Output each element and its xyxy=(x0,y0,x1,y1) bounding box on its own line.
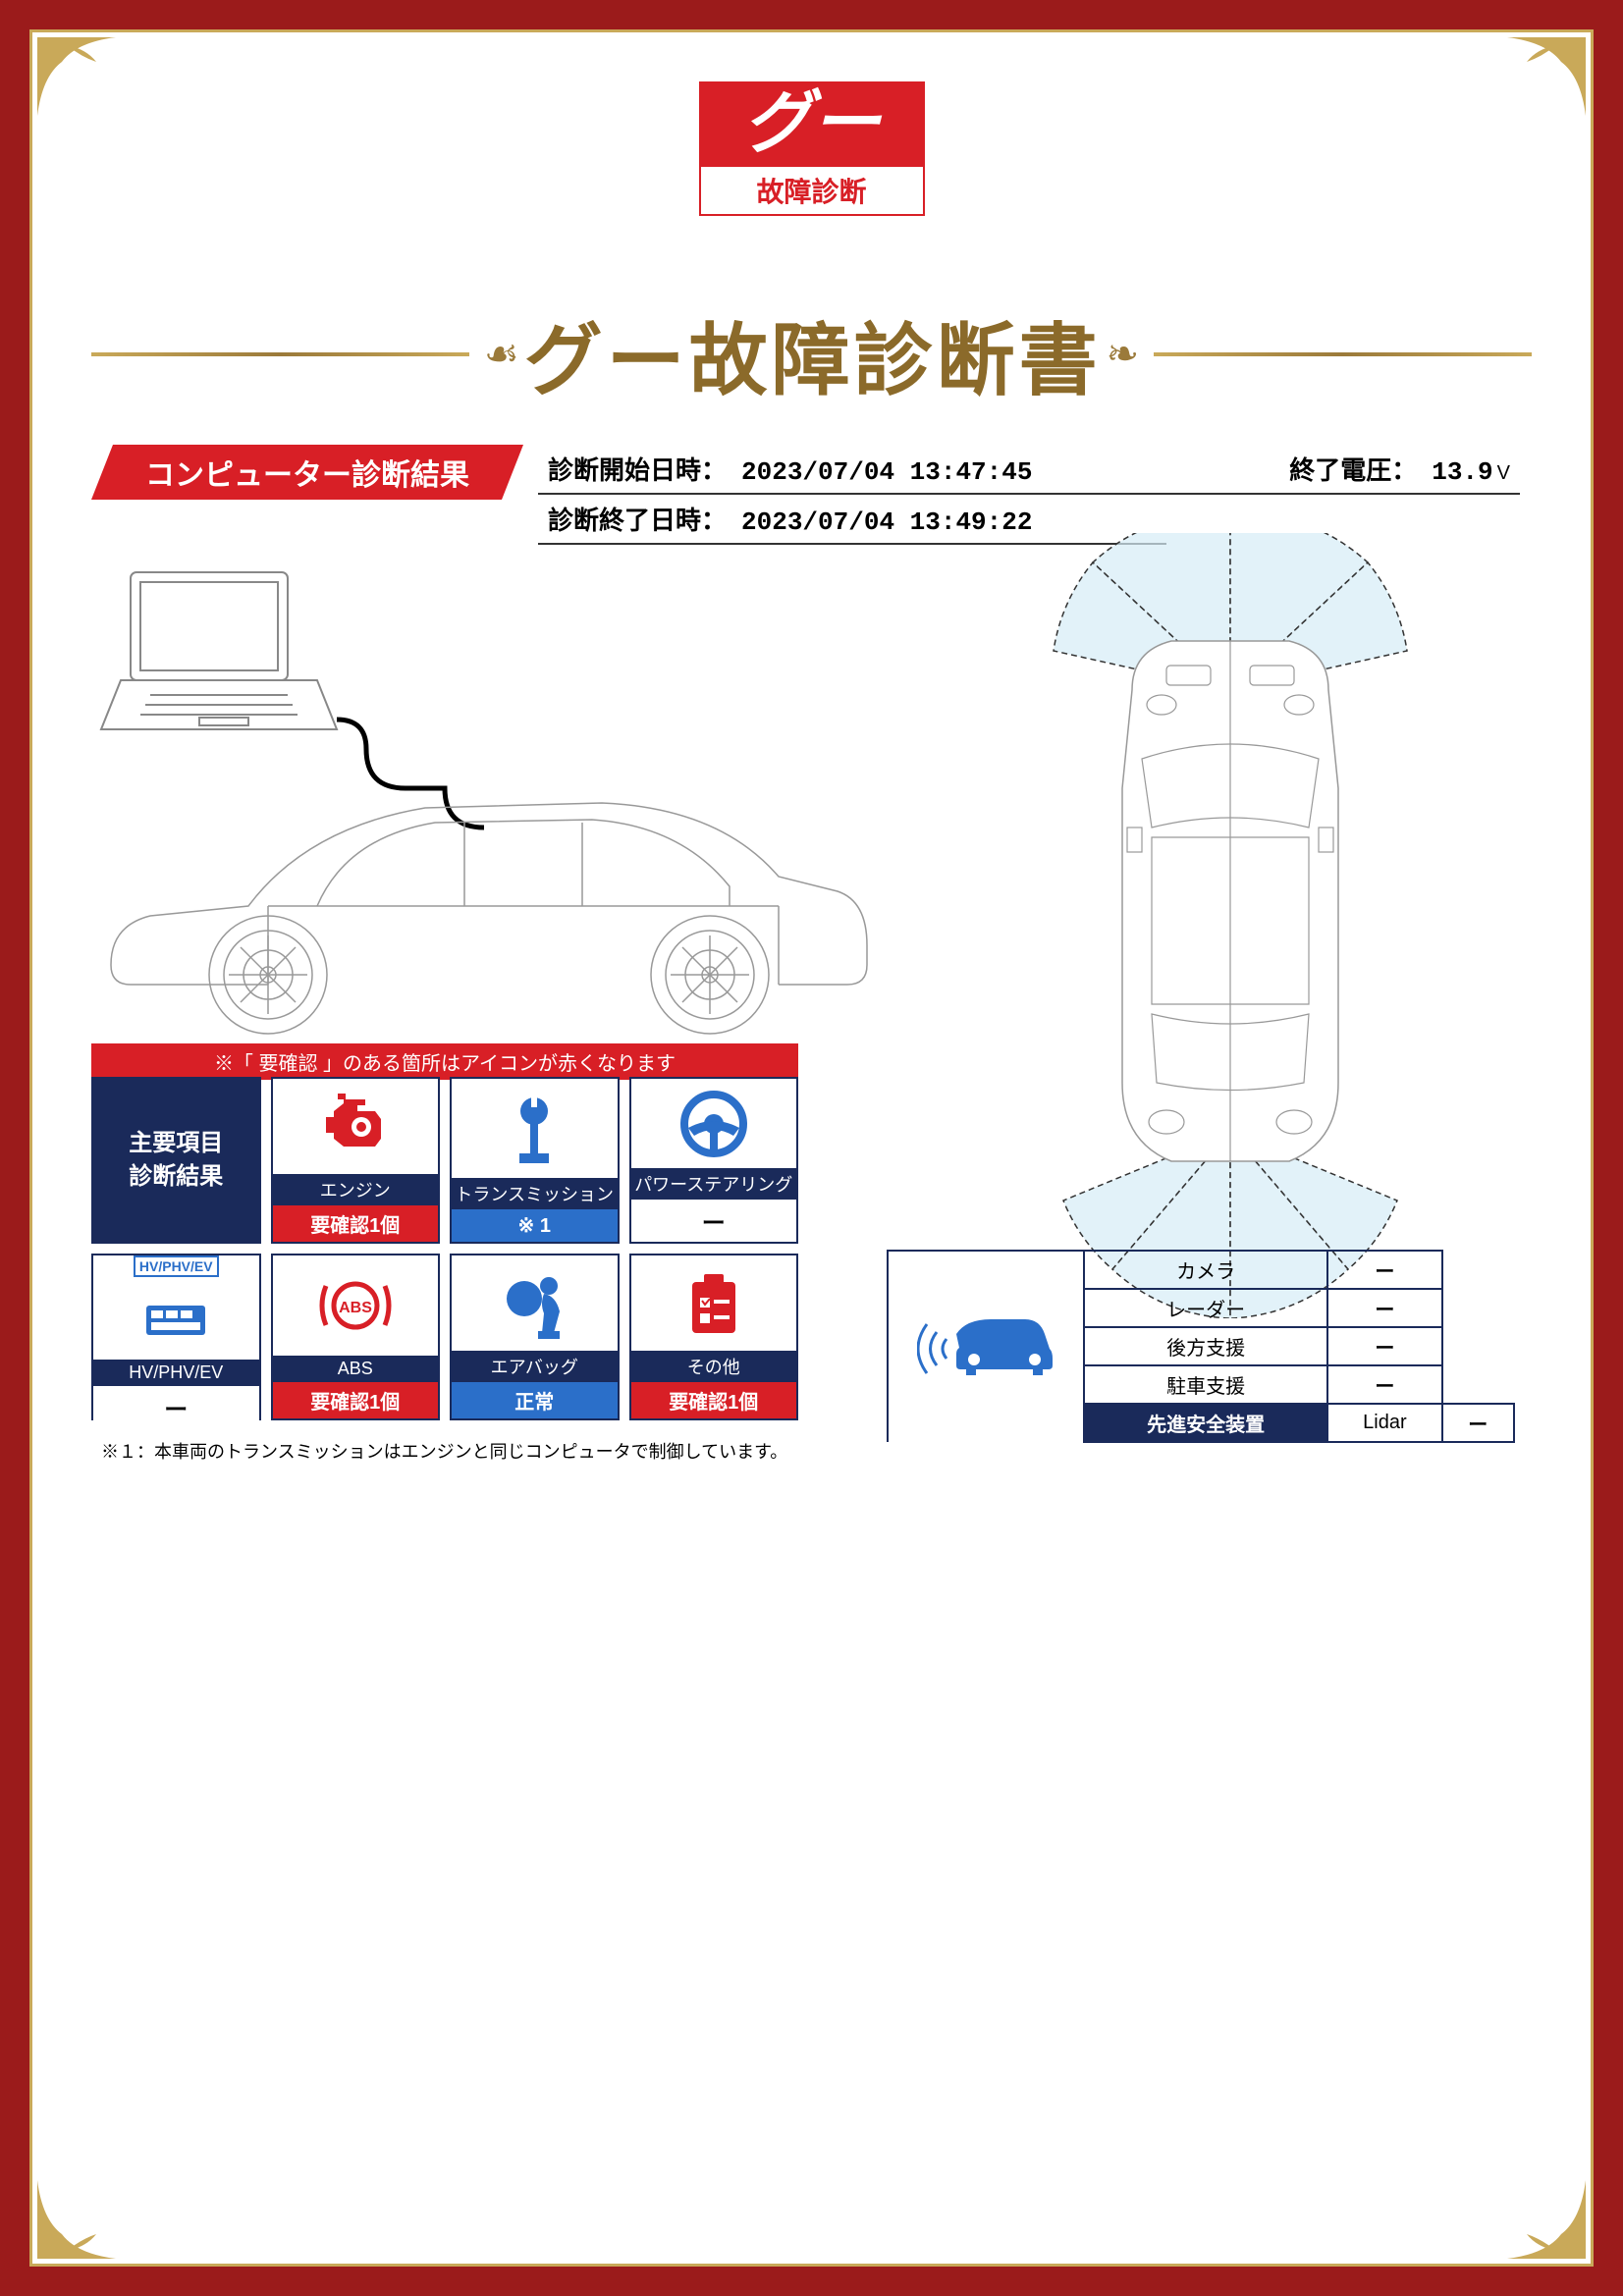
car-top-diagram xyxy=(955,533,1505,1318)
safety-header: 先進安全装置 xyxy=(1084,1404,1327,1442)
card-エンジン: エンジン 要確認1個 xyxy=(271,1077,441,1244)
inner-frame: グー 故障診断 ☙ グー故障診断書 ❧ コンピューター診断結果 診断開始日時： … xyxy=(29,29,1594,2267)
card-status: ー xyxy=(93,1386,259,1428)
card-status: 要確認1個 xyxy=(631,1382,797,1418)
ornament-left-icon: ☙ xyxy=(484,332,519,377)
safety-row-2-label: 後方支援 xyxy=(1084,1327,1327,1365)
section-header: コンピューター診断結果 xyxy=(91,445,523,500)
card-status: 要確認1個 xyxy=(273,1205,439,1242)
card-label: エアバッグ xyxy=(452,1351,618,1382)
voltage-value: 13.9 xyxy=(1432,457,1492,487)
card-label: トランスミッション xyxy=(452,1178,618,1209)
card-label: HV/PHV/EV xyxy=(93,1360,259,1386)
card-label: ABS xyxy=(273,1356,439,1382)
card-HV/PHV/EV: HV/PHV/EV HV/PHV/EV ー xyxy=(91,1254,261,1420)
other-icon xyxy=(631,1255,797,1351)
card-トランスミッション: トランスミッション ※ 1 xyxy=(450,1077,620,1244)
diagnostic-cards: 主要項目 診断結果 エンジン 要確認1個 トランスミッション ※ 1 パワーステ… xyxy=(91,1077,798,1420)
end-label: 診断終了日時： xyxy=(548,501,727,537)
car-sensor-icon xyxy=(917,1305,1055,1383)
outer-frame: グー 故障診断 ☙ グー故障診断書 ❧ コンピューター診断結果 診断開始日時： … xyxy=(0,0,1623,2296)
corner-ornament-br xyxy=(1507,2180,1586,2259)
corner-ornament-bl xyxy=(37,2180,116,2259)
section-bar: コンピューター診断結果 xyxy=(91,445,523,500)
steering-icon xyxy=(631,1079,797,1168)
logo-brand: グー xyxy=(701,83,923,167)
card-label: エンジン xyxy=(273,1174,439,1205)
card-ABS: ABS ABS 要確認1個 xyxy=(271,1254,441,1420)
safety-row-3-value: ー xyxy=(1327,1365,1441,1404)
card-status: 要確認1個 xyxy=(273,1382,439,1418)
safety-row-4-label: Lidar xyxy=(1327,1404,1441,1442)
hvev-icon: HV/PHV/EV xyxy=(93,1255,259,1360)
title-line-left xyxy=(91,352,469,356)
safety-table: カメラ ー レーダー ー 後方支援 ー 駐車支援 ー 先進安全装置 Lidar … xyxy=(887,1250,1515,1443)
ornament-right-icon: ❧ xyxy=(1107,332,1140,377)
engine-icon xyxy=(273,1079,439,1174)
safety-car-icon-cell xyxy=(888,1251,1084,1442)
card-label: パワーステアリング xyxy=(631,1168,797,1200)
safety-row-2-value: ー xyxy=(1327,1327,1441,1365)
start-label: 診断開始日時： xyxy=(548,451,727,487)
card-status: ※ 1 xyxy=(452,1209,618,1242)
safety-row-3-label: 駐車支援 xyxy=(1084,1365,1327,1404)
card-パワーステアリング: パワーステアリング ー xyxy=(629,1077,799,1244)
logo: グー 故障診断 xyxy=(699,81,925,216)
corner-ornament-tl xyxy=(37,37,116,116)
start-value: 2023/07/04 13:47:45 xyxy=(741,457,1032,487)
card-status: ー xyxy=(631,1200,797,1242)
voltage-unit: V xyxy=(1497,462,1510,485)
footnote: ※１：本車両のトランスミッションはエンジンと同じコンピュータで制御しています。 xyxy=(101,1438,787,1464)
card-status: 正常 xyxy=(452,1382,618,1418)
safety-row-0-value: ー xyxy=(1327,1251,1441,1289)
card-その他: その他 要確認1個 xyxy=(629,1254,799,1420)
safety-row-4-value: ー xyxy=(1442,1404,1514,1442)
abs-icon: ABS xyxy=(273,1255,439,1356)
page-title: グー故障診断書 xyxy=(524,297,1102,411)
voltage-label: 終了電圧： xyxy=(1289,451,1417,487)
notice-bar: ※「 要確認 」のある箇所はアイコンが赤くなります xyxy=(91,1043,798,1080)
logo-sub: 故障診断 xyxy=(701,167,923,214)
main-results-label: 主要項目 診断結果 xyxy=(93,1079,259,1242)
corner-ornament-tr xyxy=(1507,37,1586,116)
safety-row-1-label: レーダー xyxy=(1084,1289,1327,1327)
transmission-icon xyxy=(452,1079,618,1178)
car-side-diagram xyxy=(91,553,877,1043)
airbag-icon xyxy=(452,1255,618,1351)
meta-rows: 診断開始日時： 2023/07/04 13:47:45 終了電圧： 13.9 V… xyxy=(538,445,1520,545)
card-エアバッグ: エアバッグ 正常 xyxy=(450,1254,620,1420)
title-row: ☙ グー故障診断書 ❧ xyxy=(32,297,1591,411)
meta-row-1: 診断開始日時： 2023/07/04 13:47:45 終了電圧： 13.9 V xyxy=(538,445,1520,495)
safety-row-1-value: ー xyxy=(1327,1289,1441,1327)
svg-text:ABS: ABS xyxy=(339,1300,372,1316)
title-line-right xyxy=(1154,352,1532,356)
safety-row-0-label: カメラ xyxy=(1084,1251,1327,1289)
main-results-card: 主要項目 診断結果 xyxy=(91,1077,261,1244)
card-label: その他 xyxy=(631,1351,797,1382)
